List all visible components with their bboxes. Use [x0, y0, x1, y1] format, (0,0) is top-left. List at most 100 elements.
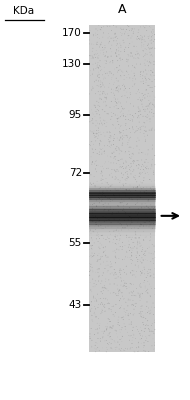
Point: [150, 163, 153, 169]
Point: [125, 159, 128, 165]
Point: [143, 24, 146, 31]
Point: [117, 86, 120, 92]
Point: [94, 158, 97, 165]
Point: [136, 242, 139, 248]
Point: [120, 26, 124, 32]
Point: [118, 192, 121, 198]
Point: [134, 128, 137, 134]
Point: [117, 240, 120, 247]
Point: [127, 238, 130, 244]
Point: [125, 280, 128, 287]
Point: [133, 158, 136, 164]
Point: [137, 339, 140, 345]
Point: [108, 70, 112, 76]
Point: [138, 234, 141, 241]
Point: [152, 272, 155, 278]
Point: [108, 140, 111, 146]
Point: [110, 76, 113, 83]
Point: [150, 52, 153, 58]
Point: [137, 112, 140, 119]
Point: [106, 180, 109, 187]
Point: [136, 55, 139, 61]
Point: [130, 68, 133, 74]
Point: [117, 115, 120, 121]
Point: [148, 222, 151, 228]
Point: [109, 333, 112, 340]
Point: [114, 254, 117, 260]
Point: [97, 88, 100, 95]
Point: [108, 331, 111, 337]
Point: [92, 130, 95, 137]
Point: [98, 322, 101, 329]
Point: [93, 128, 96, 134]
Point: [90, 129, 93, 135]
Point: [152, 102, 155, 108]
Point: [114, 96, 117, 102]
Point: [144, 79, 147, 86]
Point: [90, 343, 93, 349]
Point: [113, 104, 116, 110]
Text: A: A: [118, 3, 126, 16]
Point: [97, 266, 100, 272]
Point: [134, 187, 137, 194]
Point: [137, 29, 140, 36]
Point: [91, 237, 94, 243]
Point: [99, 26, 102, 32]
Point: [99, 137, 102, 144]
Point: [152, 300, 155, 306]
Point: [112, 81, 115, 88]
Point: [121, 136, 124, 142]
Point: [146, 42, 149, 48]
Point: [94, 26, 97, 32]
Point: [96, 291, 99, 297]
Point: [130, 28, 133, 34]
Point: [105, 204, 108, 210]
Point: [92, 293, 95, 299]
Point: [133, 64, 136, 71]
Point: [92, 111, 95, 117]
Point: [100, 131, 103, 138]
Point: [117, 88, 120, 94]
Point: [123, 306, 126, 312]
Point: [129, 269, 132, 276]
Point: [119, 296, 122, 302]
Point: [89, 142, 92, 149]
Point: [93, 310, 96, 316]
Point: [118, 55, 121, 62]
Point: [146, 106, 149, 112]
Point: [89, 308, 92, 314]
Point: [109, 290, 112, 296]
Point: [110, 261, 113, 267]
Point: [108, 316, 111, 322]
Point: [103, 118, 106, 124]
Point: [108, 104, 112, 110]
Point: [102, 303, 105, 309]
Point: [102, 190, 105, 197]
Point: [144, 285, 147, 291]
Point: [128, 213, 131, 220]
Point: [101, 82, 105, 88]
Point: [119, 232, 122, 238]
Point: [98, 96, 101, 102]
Point: [88, 272, 91, 278]
Point: [140, 98, 143, 104]
Point: [120, 74, 123, 80]
Point: [146, 106, 149, 112]
Point: [128, 187, 131, 193]
Point: [110, 166, 113, 172]
Point: [152, 38, 155, 44]
Point: [117, 78, 120, 84]
Point: [151, 183, 154, 190]
Point: [96, 39, 99, 46]
Point: [92, 41, 95, 48]
Point: [137, 328, 140, 334]
Point: [130, 281, 133, 287]
Point: [152, 243, 155, 250]
Point: [120, 42, 123, 49]
Point: [140, 303, 143, 309]
Point: [101, 106, 104, 112]
Point: [139, 313, 142, 319]
Point: [99, 58, 102, 64]
Point: [94, 130, 97, 137]
Point: [105, 218, 108, 224]
